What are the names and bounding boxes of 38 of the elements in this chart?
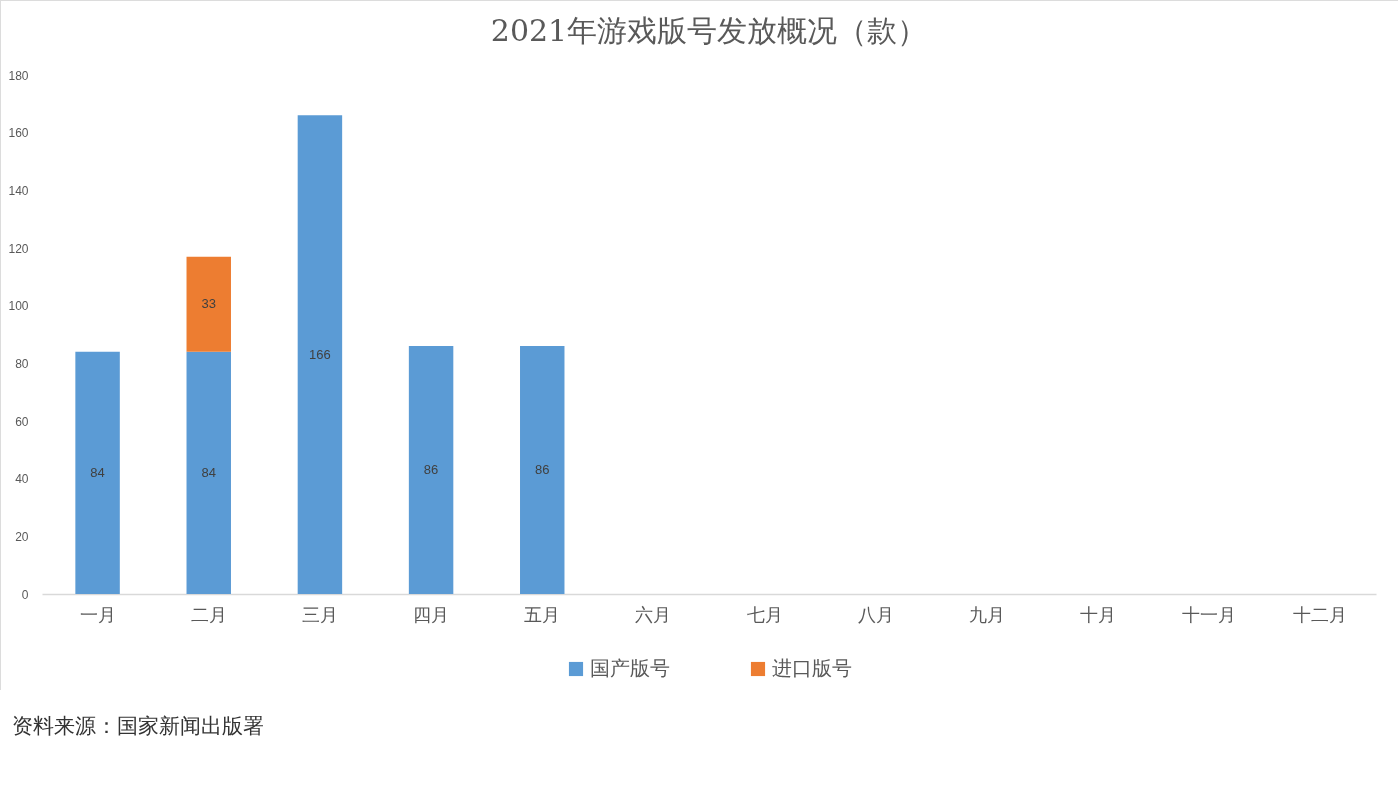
bar bbox=[186, 351, 231, 594]
y-tick-label: 80 bbox=[15, 356, 29, 371]
data-label: 86 bbox=[535, 462, 550, 478]
y-tick-label: 120 bbox=[8, 241, 29, 256]
data-label: 86 bbox=[423, 462, 439, 478]
x-tick-label: 十二月 bbox=[1293, 603, 1348, 625]
data-label: 166 bbox=[309, 346, 331, 362]
data-label: 33 bbox=[201, 296, 216, 312]
x-tick-label: 八月 bbox=[857, 603, 894, 625]
x-tick-label: 九月 bbox=[968, 603, 1005, 625]
y-tick-label: 20 bbox=[15, 529, 29, 544]
bar bbox=[186, 256, 231, 352]
bar bbox=[297, 115, 343, 594]
y-tick-label: 0 bbox=[21, 587, 29, 602]
y-tick-label: 60 bbox=[15, 414, 29, 429]
data-label: 84 bbox=[90, 464, 105, 480]
chart-title: 2021年游戏版号发放概况（款） bbox=[490, 13, 928, 48]
x-tick-label: 三月 bbox=[301, 603, 338, 625]
x-tick-label: 十月 bbox=[1080, 603, 1117, 625]
y-tick-label: 40 bbox=[15, 472, 29, 487]
y-tick-label: 140 bbox=[8, 183, 29, 198]
y-tick-label: 180 bbox=[8, 68, 29, 83]
legend-label: 国产版号 bbox=[590, 656, 670, 680]
x-tick-label: 七月 bbox=[746, 603, 783, 625]
x-tick-label: 四月 bbox=[413, 603, 450, 625]
bar bbox=[75, 351, 120, 594]
data-label: 84 bbox=[201, 464, 216, 480]
y-tick-label: 100 bbox=[8, 299, 29, 314]
x-tick-label: 一月 bbox=[79, 603, 116, 625]
text: 资料来源：国家新闻出版署 bbox=[12, 713, 264, 740]
legend-label: 进口版号 bbox=[772, 656, 852, 680]
x-tick-label: 十一月 bbox=[1182, 603, 1237, 625]
bar bbox=[408, 346, 454, 594]
x-tick-label: 二月 bbox=[190, 603, 227, 625]
x-tick-label: 五月 bbox=[524, 603, 561, 625]
y-tick-label: 160 bbox=[8, 126, 29, 141]
x-tick-label: 六月 bbox=[635, 603, 672, 625]
bar bbox=[520, 346, 565, 594]
